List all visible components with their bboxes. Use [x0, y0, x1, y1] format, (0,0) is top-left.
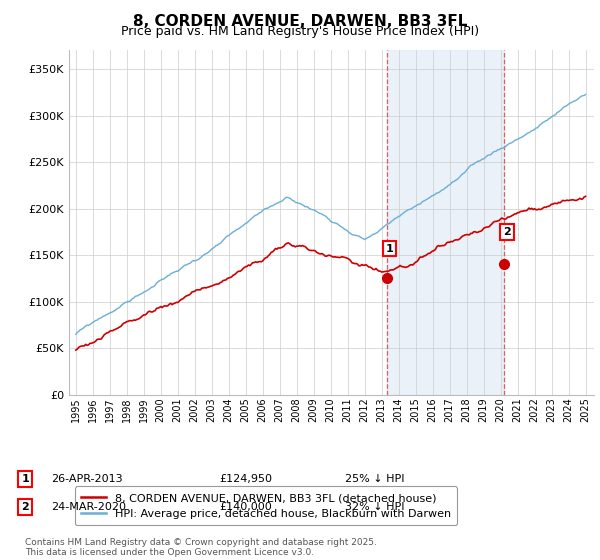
- Text: 32% ↓ HPI: 32% ↓ HPI: [345, 502, 404, 512]
- Text: 1: 1: [22, 474, 29, 484]
- Text: 25% ↓ HPI: 25% ↓ HPI: [345, 474, 404, 484]
- Text: 24-MAR-2020: 24-MAR-2020: [51, 502, 126, 512]
- Text: Price paid vs. HM Land Registry's House Price Index (HPI): Price paid vs. HM Land Registry's House …: [121, 25, 479, 38]
- Text: 2: 2: [22, 502, 29, 512]
- Text: 2: 2: [503, 227, 511, 237]
- Text: £124,950: £124,950: [219, 474, 272, 484]
- Text: 26-APR-2013: 26-APR-2013: [51, 474, 122, 484]
- Bar: [387, 50, 505, 395]
- Text: 1: 1: [386, 244, 394, 254]
- Legend: 8, CORDEN AVENUE, DARWEN, BB3 3FL (detached house), HPI: Average price, detached: 8, CORDEN AVENUE, DARWEN, BB3 3FL (detac…: [74, 487, 457, 525]
- Text: Contains HM Land Registry data © Crown copyright and database right 2025.
This d: Contains HM Land Registry data © Crown c…: [25, 538, 377, 557]
- Text: 8, CORDEN AVENUE, DARWEN, BB3 3FL: 8, CORDEN AVENUE, DARWEN, BB3 3FL: [133, 14, 467, 29]
- Text: £140,000: £140,000: [219, 502, 272, 512]
